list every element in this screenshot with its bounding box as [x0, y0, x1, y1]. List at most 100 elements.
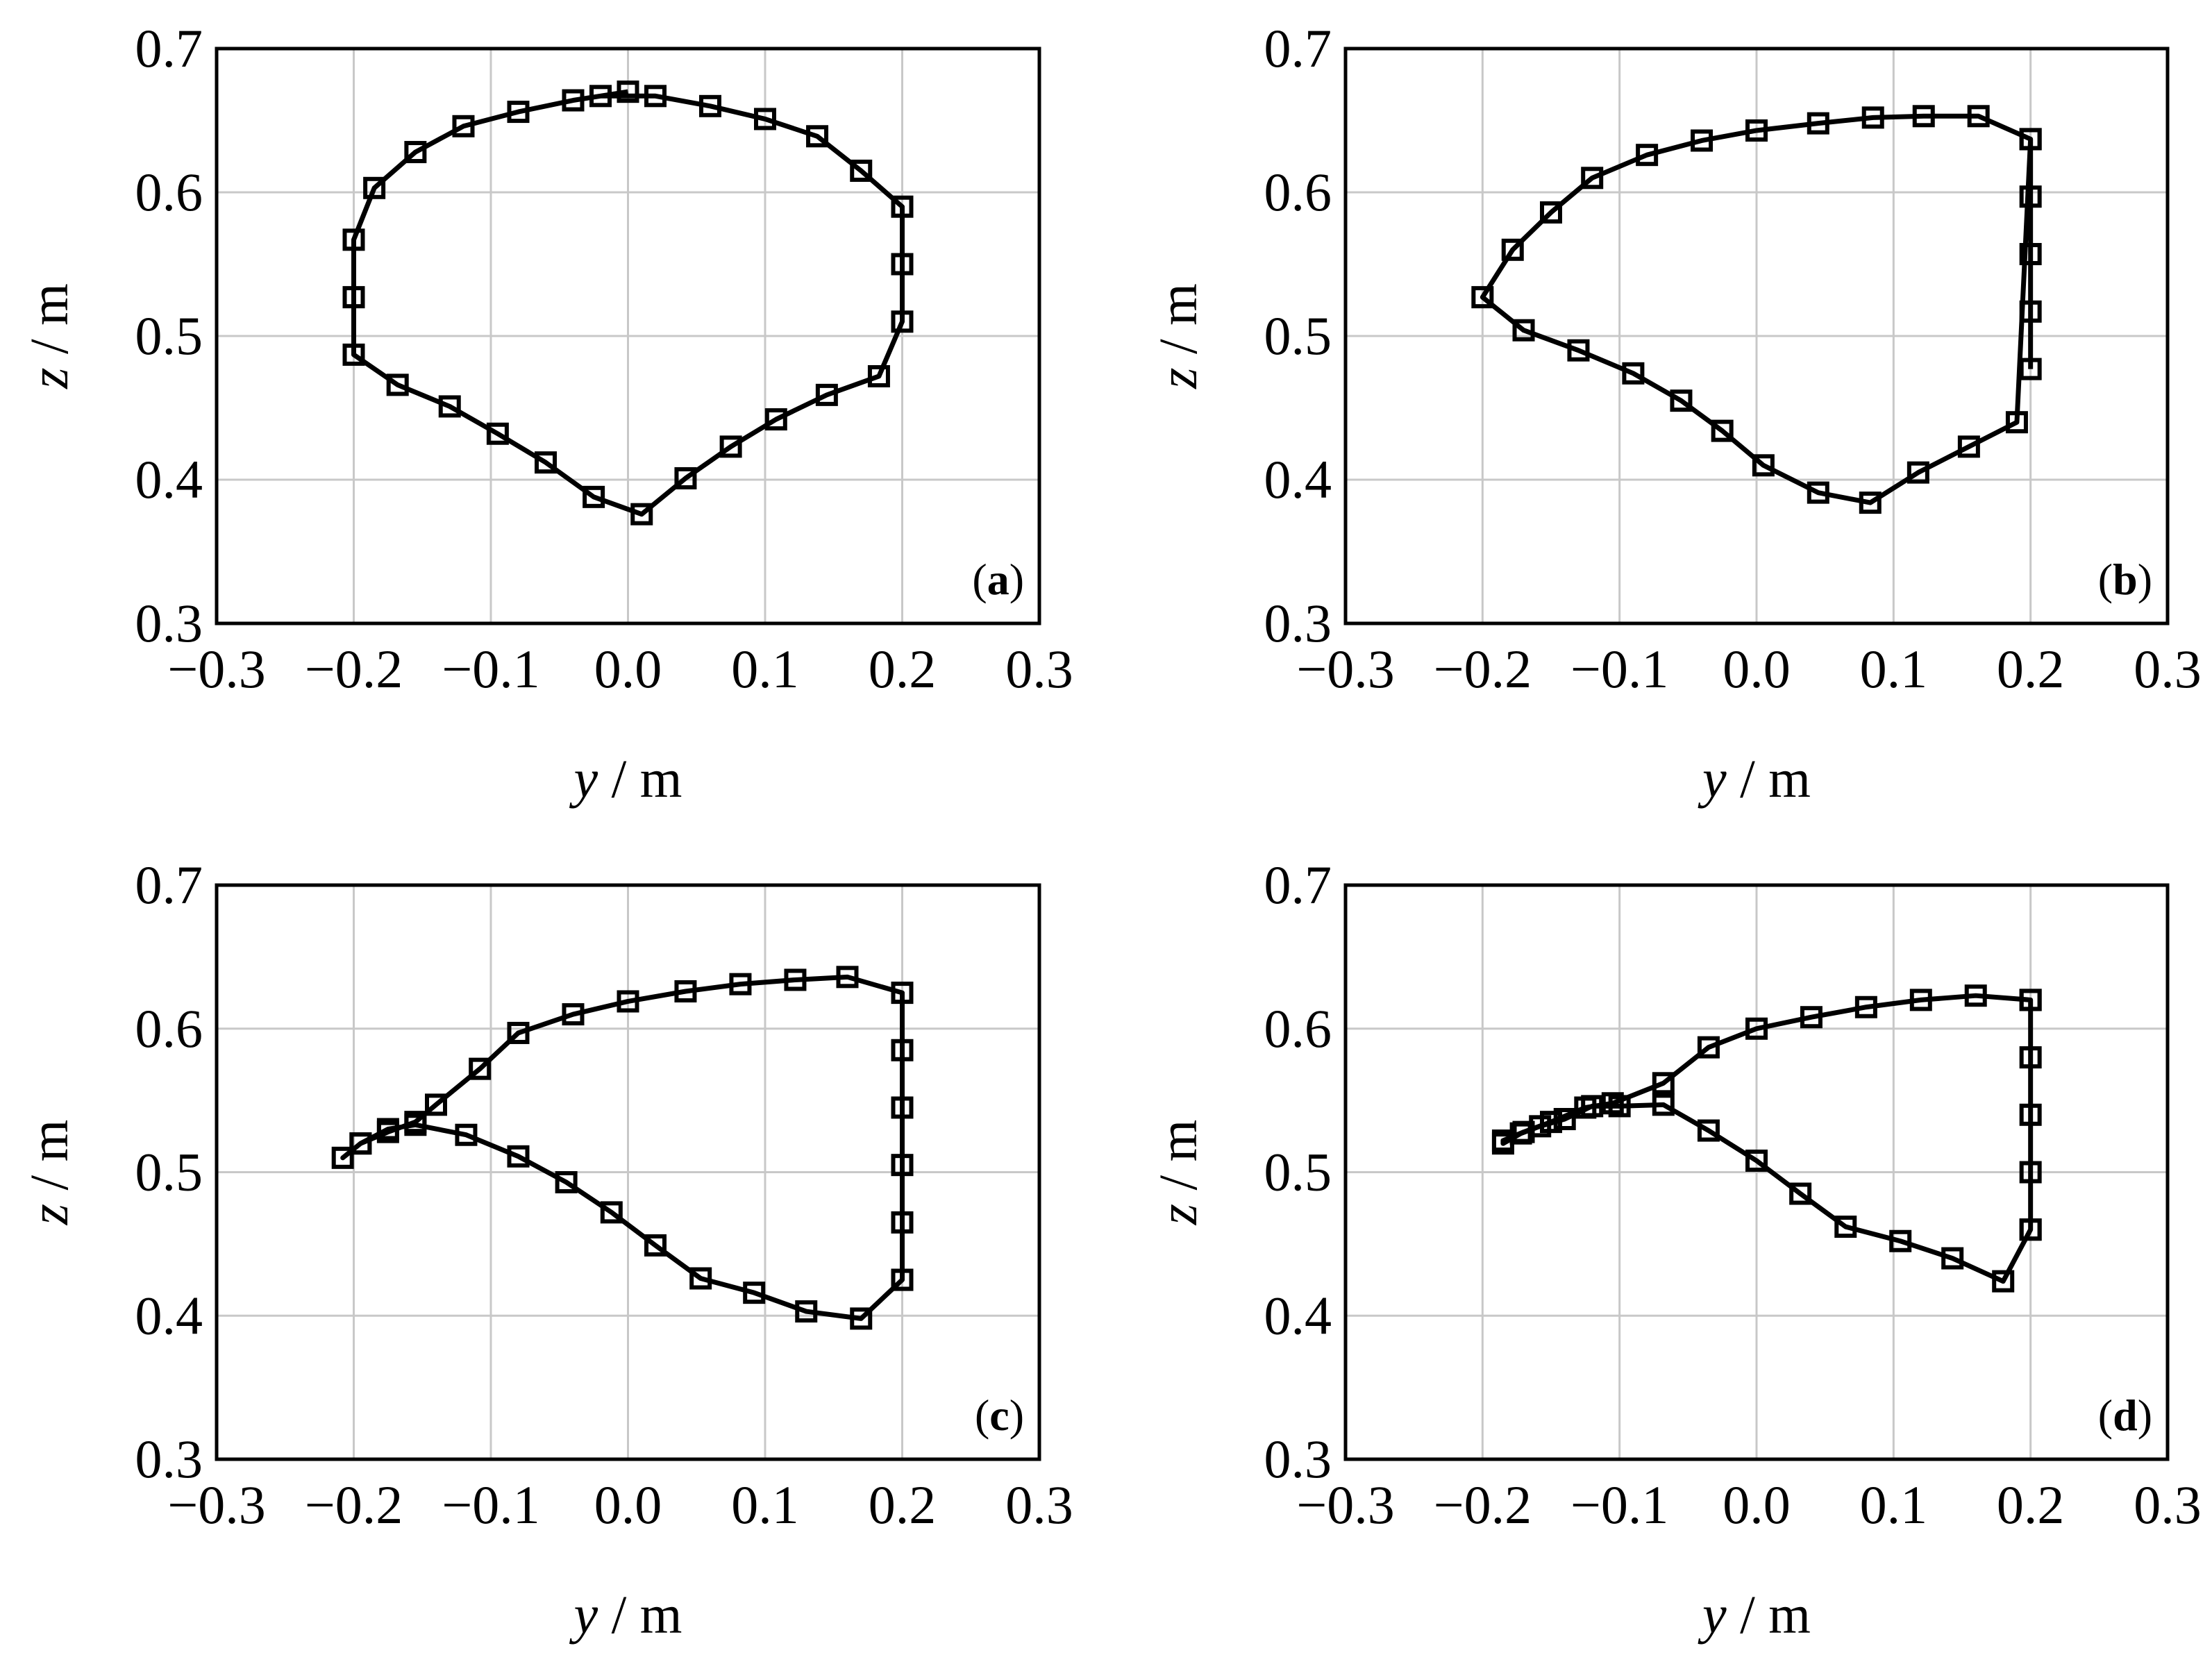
data-point-marker	[1691, 129, 1714, 152]
data-point-marker	[1601, 1092, 1624, 1115]
data-point-marker	[1512, 1120, 1535, 1143]
data-point-marker	[836, 966, 859, 989]
y-axis-var: z	[19, 1204, 79, 1225]
x-tick-label: −0.2	[1434, 1475, 1532, 1535]
data-point-marker	[1745, 1017, 1768, 1040]
data-point-marker	[891, 195, 914, 218]
data-point-marker	[630, 503, 653, 526]
y-tick-label: 0.5	[135, 305, 203, 366]
data-point-marker	[617, 990, 639, 1013]
panel-a: −0.3 −0.2 −0.1 0.0 0.1 0.2 0.3 0.3 0.4 0.5 0.6 0.7 y…	[19, 18, 1073, 809]
data-point-marker	[1574, 1096, 1597, 1119]
panel-d: −0.3 −0.2 −0.1 0.0 0.1 0.2 0.3 0.3 0.4 0.5 0.6 0.7 y…	[1148, 855, 2202, 1645]
y-tick-label: 0.7	[1264, 855, 1332, 915]
y-axis-title: z / m	[1148, 1120, 1208, 1226]
data-point-marker	[1471, 286, 1494, 309]
data-point-marker	[891, 1039, 914, 1061]
data-point-marker	[583, 485, 605, 508]
x-axis-unit: / m	[598, 748, 682, 809]
data-point-marker	[507, 1145, 530, 1168]
x-tick-label: 0.1	[1860, 639, 1928, 699]
data-point-marker	[1859, 492, 1882, 514]
data-point-marker	[1670, 389, 1693, 412]
y-axis-unit: / m	[1148, 283, 1208, 367]
x-tick-label: 0.2	[1997, 1475, 2065, 1535]
plot-frame	[215, 883, 1041, 1461]
data-point-marker	[1697, 1036, 1720, 1059]
y-tick-label: 0.7	[1264, 18, 1332, 78]
panel-label: (b)	[2098, 555, 2152, 604]
data-point-marker	[363, 176, 386, 199]
data-point-marker	[1861, 106, 1884, 129]
data-point-marker	[1540, 201, 1562, 224]
panel-letter: b	[2113, 555, 2138, 604]
y-tick-label: 0.3	[1264, 593, 1332, 653]
data-point-marker	[1800, 1006, 1823, 1029]
y-axis-title: z / m	[19, 1120, 79, 1226]
data-point-marker	[1789, 1182, 1812, 1205]
x-tick-label: 0.0	[594, 1475, 662, 1535]
data-point-marker	[2019, 989, 2042, 1011]
x-tick-label: 0.0	[594, 639, 662, 699]
x-tick-label: −0.3	[1296, 1475, 1395, 1535]
data-point-marker	[425, 1093, 447, 1116]
x-tick-label: 0.0	[1723, 639, 1791, 699]
data-point-marker	[349, 1132, 372, 1155]
x-tick-label: 0.1	[731, 1475, 799, 1535]
data-point-marker	[815, 383, 838, 406]
data-point-marker	[806, 125, 829, 148]
x-tick-label: −0.3	[1296, 639, 1395, 699]
data-point-marker	[729, 973, 752, 995]
x-tick-label: −0.3	[167, 1475, 266, 1535]
data-point-marker	[2019, 300, 2042, 323]
x-tick-label: −0.2	[305, 639, 403, 699]
data-point-marker	[1834, 1216, 1857, 1238]
data-point-marker	[1581, 167, 1604, 190]
data-point-marker	[891, 310, 914, 333]
data-point-marker	[535, 451, 557, 474]
data-point-marker	[342, 286, 365, 309]
data-point-marker	[386, 373, 409, 396]
data-point-marker	[1854, 995, 1877, 1018]
data-point-marker	[764, 408, 787, 431]
data-point-marker	[891, 1154, 914, 1177]
y-tick-label: 0.6	[135, 162, 203, 222]
y-tick-label: 0.4	[1264, 1285, 1332, 1345]
x-tick-label: −0.2	[1434, 639, 1532, 699]
data-point-marker	[1711, 419, 1734, 442]
x-tick-label: −0.3	[167, 639, 266, 699]
x-axis-unit: / m	[1727, 748, 1811, 809]
data-point-marker	[486, 422, 509, 445]
y-tick-label: 0.3	[1264, 1429, 1332, 1489]
data-point-marker	[2019, 128, 2042, 151]
panel-label: (a)	[972, 555, 1024, 604]
x-tick-label: 0.3	[1005, 639, 1073, 699]
data-point-marker	[617, 81, 639, 103]
data-point-marker	[674, 980, 697, 1002]
data-point-marker	[1992, 1270, 2015, 1293]
data-point-marker	[891, 1096, 914, 1119]
panel-c: −0.3 −0.2 −0.1 0.0 0.1 0.2 0.3 0.3 0.4 0.5 0.6 0.7 y…	[19, 855, 1073, 1645]
data-point-marker	[452, 115, 475, 137]
x-axis-var: y	[1698, 1584, 1727, 1645]
data-point-marker	[455, 1123, 478, 1146]
y-tick-label: 0.4	[1264, 449, 1332, 510]
data-point-marker	[1636, 144, 1659, 167]
data-point-marker	[1889, 1229, 1912, 1252]
panel-letter: c	[989, 1391, 1009, 1440]
x-axis-title: y / m	[1698, 1584, 1811, 1645]
x-axis-title: y / m	[569, 748, 682, 809]
data-point-marker	[1807, 481, 1829, 504]
data-point-marker	[1745, 119, 1768, 142]
y-axis-var: z	[1148, 1204, 1208, 1225]
x-axis-title: y / m	[569, 1584, 682, 1645]
data-point-marker	[2019, 1161, 2042, 1184]
data-point-marker	[644, 1234, 667, 1257]
y-axis-unit: / m	[19, 283, 79, 367]
data-point-marker	[438, 395, 461, 418]
y-tick-label: 0.6	[1264, 998, 1332, 1059]
y-tick-label: 0.7	[135, 18, 203, 78]
y-axis-title: z / m	[19, 283, 79, 389]
x-axis-var: y	[1698, 748, 1727, 809]
y-tick-label: 0.3	[135, 1429, 203, 1489]
